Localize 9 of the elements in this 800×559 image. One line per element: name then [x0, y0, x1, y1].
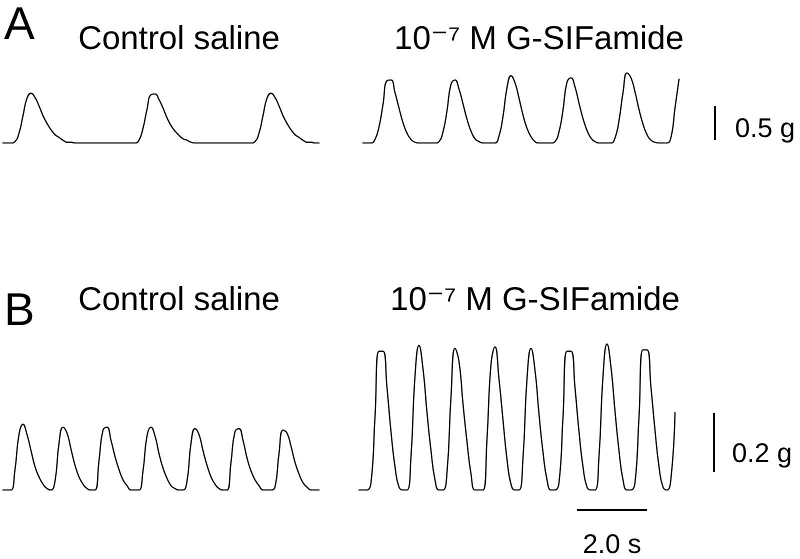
text: 0.2 g	[732, 438, 792, 468]
series-label: 10⁻⁷ M G-SIFamide	[390, 280, 680, 317]
text: 0.5 g	[735, 113, 796, 143]
series-label: 10⁻⁷ M G-SIFamide	[394, 19, 684, 56]
series-label: Control saline	[78, 19, 280, 56]
text: Control saline	[78, 280, 280, 317]
chart-title: B	[4, 283, 35, 335]
text: 2.0 s	[582, 529, 642, 559]
chart-title: A	[4, 0, 35, 49]
